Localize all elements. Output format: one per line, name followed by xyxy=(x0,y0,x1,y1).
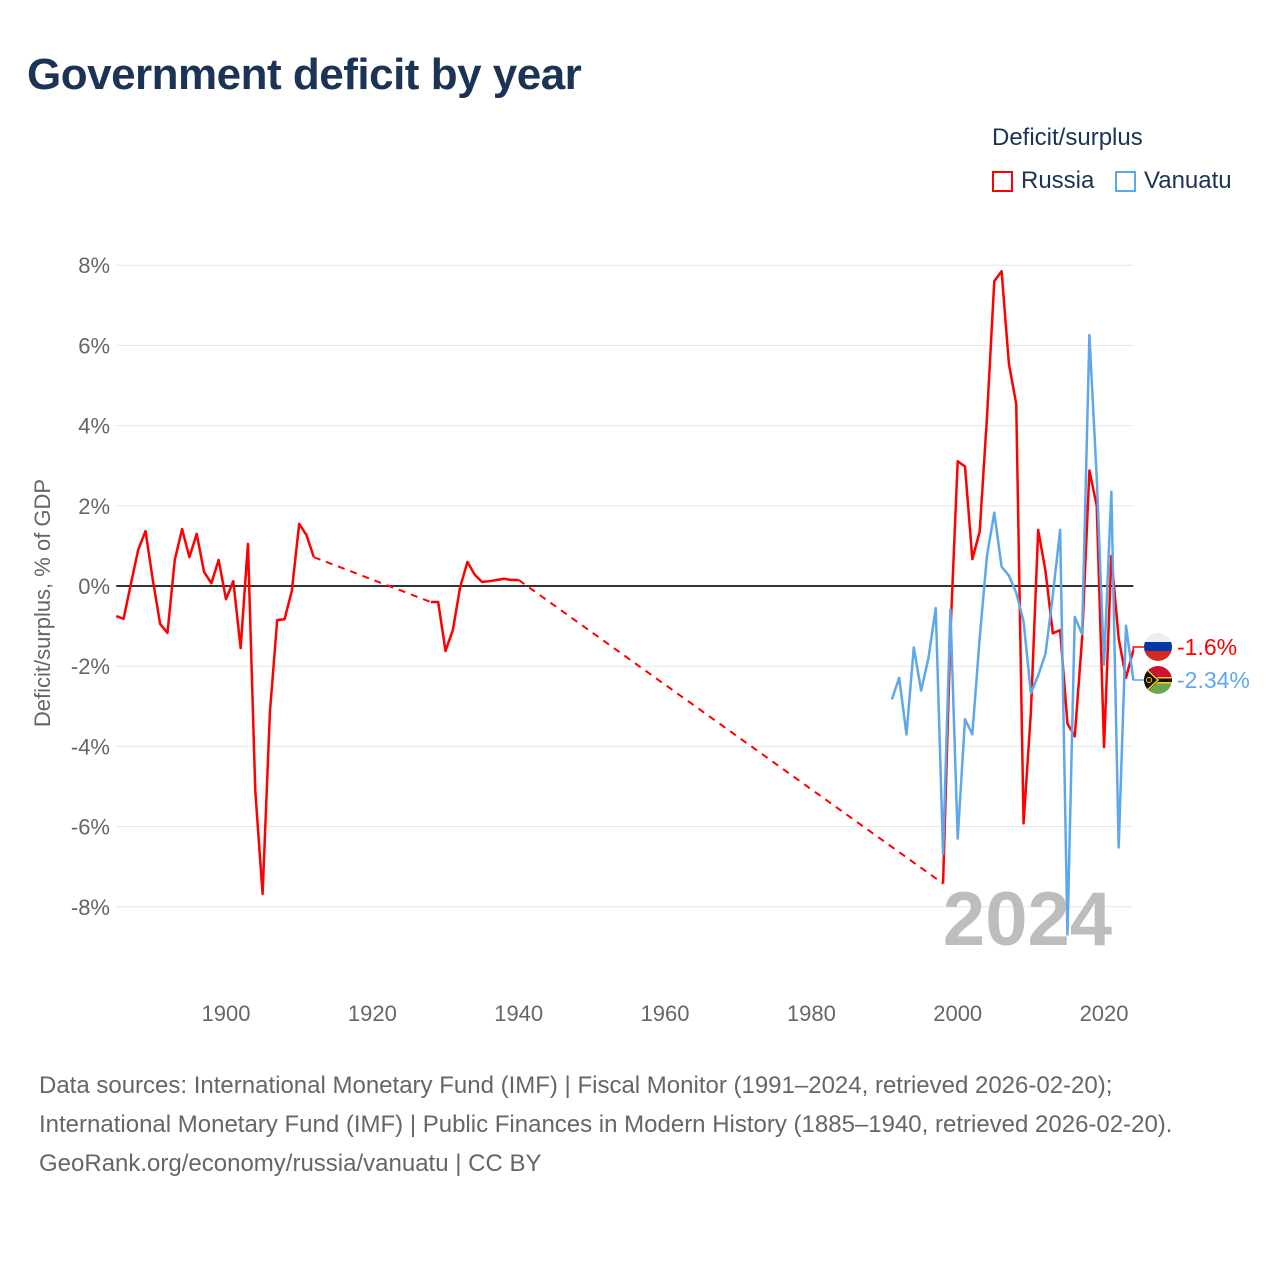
x-tick-label: 1940 xyxy=(494,1001,543,1026)
legend-label: Russia xyxy=(1021,167,1095,194)
legend-item-russia[interactable]: Russia xyxy=(992,167,1094,195)
x-tick-label: 1920 xyxy=(348,1001,397,1026)
series-line-vanuatu xyxy=(890,333,1135,936)
line-chart: 8% 6% 4% 2% 0% -2% -4% -6% -8% 1900 1920 1940 1960 19… xyxy=(30,253,1250,1026)
y-axis-label: Deficit/surplus, % of GDP xyxy=(30,479,55,727)
y-tick-label: -6% xyxy=(71,815,110,840)
legend-swatch-russia xyxy=(992,170,1013,192)
legend-label: Vanuatu xyxy=(1144,167,1232,194)
credit-link[interactable]: GeoRank.org/economy/russia/vanuatu | CC … xyxy=(39,1150,542,1177)
y-tick-label: -8% xyxy=(71,895,110,920)
end-connector xyxy=(1132,646,1144,651)
footer: Data sources: International Monetary Fun… xyxy=(39,1066,1239,1183)
end-label-vanuatu: -2.34% xyxy=(1177,667,1250,693)
y-tick-label: -4% xyxy=(71,734,110,759)
y-tick-label: 2% xyxy=(78,494,110,519)
legend-item-vanuatu[interactable]: Vanuatu xyxy=(1115,167,1232,195)
x-tick-label: 1960 xyxy=(641,1001,690,1026)
chart-title: Government deficit by year xyxy=(27,50,582,99)
x-tick-label: 2000 xyxy=(933,1001,982,1026)
y-tick-label: 8% xyxy=(78,253,110,278)
end-label-russia: -1.6% xyxy=(1177,634,1237,660)
series-line-russia xyxy=(115,522,315,896)
series-line-russia xyxy=(430,560,519,653)
legend-title: Deficit/surplus xyxy=(992,124,1143,151)
legend-swatch-vanuatu xyxy=(1115,170,1136,192)
x-tick-label: 1900 xyxy=(202,1001,251,1026)
series-line-russia xyxy=(941,269,1135,884)
year-watermark: 2024 xyxy=(943,877,1112,962)
x-tick-label: 1980 xyxy=(787,1001,836,1026)
series-gap-russia xyxy=(518,579,944,885)
series-gap-russia xyxy=(313,556,432,603)
y-tick-label: 6% xyxy=(78,333,110,358)
y-tick-label: 4% xyxy=(78,414,110,439)
vanuatu-flag-icon xyxy=(1144,666,1172,694)
data-sources: Data sources: International Monetary Fun… xyxy=(39,1072,1173,1138)
y-tick-label: -2% xyxy=(71,654,110,679)
x-tick-label: 2020 xyxy=(1080,1001,1129,1026)
y-tick-label: 0% xyxy=(78,574,110,599)
russia-flag-icon xyxy=(1144,633,1172,661)
